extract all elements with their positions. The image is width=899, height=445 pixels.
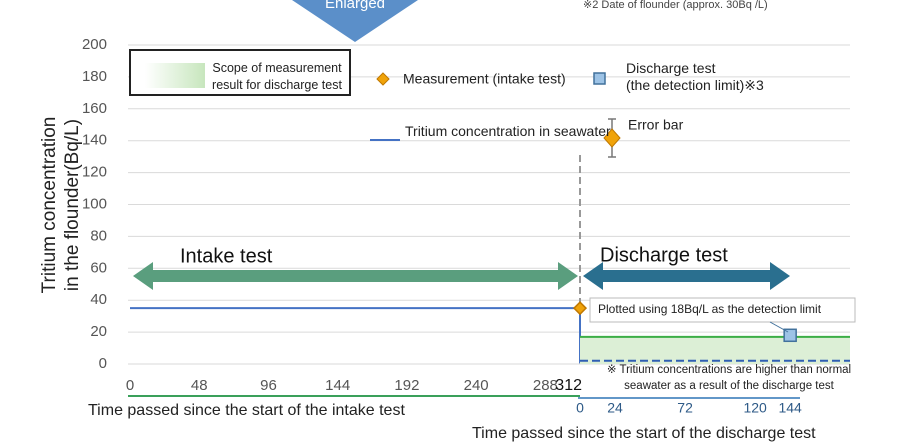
y-tick-label: 160 xyxy=(82,100,107,117)
point xyxy=(572,301,588,316)
x-tick-label: 240 xyxy=(464,377,489,394)
x-tick-label: 48 xyxy=(191,377,208,394)
y-tick-label: 0 xyxy=(99,355,107,372)
note: ※ Tritium concentrations are higher than… xyxy=(606,364,852,392)
y-tick-label: 60 xyxy=(90,259,107,276)
x2-tick-label: 24 xyxy=(607,400,623,416)
x2-tick-label: 120 xyxy=(743,400,767,416)
legend-band xyxy=(145,63,205,88)
y-tick-label: 80 xyxy=(90,227,107,244)
x-tick-label: 192 xyxy=(394,377,419,394)
x2-label: Time passed since the start of the disch… xyxy=(472,425,816,442)
y-tick-label: 20 xyxy=(90,323,107,340)
y-label-line: Tritium concentration xyxy=(39,117,60,294)
x-tick-label: 144 xyxy=(325,377,350,394)
x-tick-label: 96 xyxy=(260,377,277,394)
intake-label: Intake test xyxy=(180,245,273,267)
legend-label: Discharge test (the detection limit)※3 xyxy=(626,60,764,93)
y-label: Tritium concentration in the flounder(Bq… xyxy=(39,117,83,294)
detection-label: Plotted using 18Bq/L as the detection li… xyxy=(598,302,822,316)
legend-label: Measurement (intake test) xyxy=(403,71,566,87)
y-tick-label: 100 xyxy=(82,195,107,212)
x2-tick-label: 0 xyxy=(576,400,584,416)
legend-diamond xyxy=(376,72,390,86)
point xyxy=(783,328,797,343)
enlarged-label: Enlarged xyxy=(325,0,385,12)
y-tick-label: 140 xyxy=(82,132,107,149)
x-tick-label: 288 xyxy=(533,377,558,394)
y-tick-label: 40 xyxy=(90,291,107,308)
error-bar-label: Error bar xyxy=(628,117,684,133)
y-tick-label: 120 xyxy=(82,164,107,181)
x-tick-label: 0 xyxy=(126,377,134,394)
legend-square xyxy=(593,72,606,85)
y-tick-label: 180 xyxy=(82,68,107,85)
error-bar-diamond xyxy=(603,128,621,148)
y-tick-label: 200 xyxy=(82,36,107,53)
legend-label: Tritium concentration in seawater xyxy=(405,123,611,139)
x-tick-label: 312 xyxy=(555,377,582,394)
top-note: ※2 Date of flounder (approx. 30Bq /L) xyxy=(583,0,768,11)
x2-tick-label: 144 xyxy=(778,400,802,416)
band xyxy=(580,336,850,364)
discharge-arrow xyxy=(583,262,790,290)
x-label: Time passed since the start of the intak… xyxy=(88,402,405,419)
detection-leader xyxy=(769,321,789,333)
intake-arrow xyxy=(133,262,578,290)
x2-tick-label: 72 xyxy=(677,400,693,416)
detection-box xyxy=(589,297,856,323)
y-label-line: in the flounder(Bq/L) xyxy=(62,119,83,291)
legend-label: Scope of measurement result for discharg… xyxy=(212,61,342,92)
discharge-label: Discharge test xyxy=(600,244,728,266)
enlarged-arrow xyxy=(292,0,418,42)
